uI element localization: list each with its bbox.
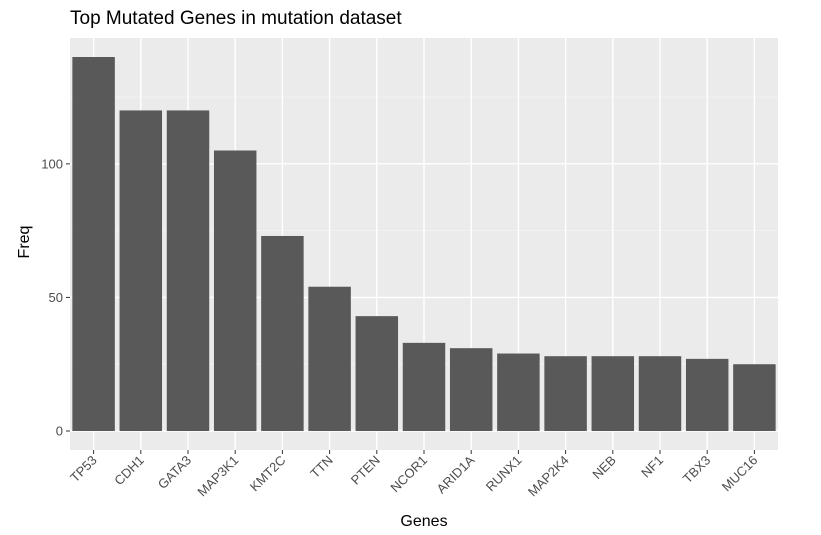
bars <box>72 57 776 431</box>
bar-cdh1 <box>119 110 163 431</box>
bar-nf1 <box>638 356 682 431</box>
x-axis-title: Genes <box>400 513 447 530</box>
x-tick-label: NCOR1 <box>387 453 430 496</box>
y-tick-label: 100 <box>41 156 63 171</box>
x-tick-label: PTEN <box>348 453 383 488</box>
x-tick-label: NEB <box>589 453 619 483</box>
x-axis: TP53 CDH1 GATA3 MAP3K1 KMT2C TTN PTEN NCOR1 ARID… <box>67 450 761 500</box>
x-tick-label: RUNX1 <box>483 453 525 495</box>
bar-kmt2c <box>261 235 304 431</box>
x-tick-label: TBX3 <box>680 453 714 487</box>
y-axis: 0 50 100 <box>41 156 70 439</box>
x-tick-label: MAP3K1 <box>194 453 241 500</box>
bar-muc16 <box>733 364 776 431</box>
bar-tbx3 <box>685 358 729 431</box>
x-tick-label: TTN <box>307 453 335 481</box>
x-tick-label: CDH1 <box>111 453 147 489</box>
x-tick-label: MAP2K4 <box>525 453 572 500</box>
x-tick-label: NF1 <box>638 453 666 481</box>
bar-pten <box>355 316 399 431</box>
y-tick-label: 50 <box>49 290 63 305</box>
x-tick-label: ARID1A <box>434 452 478 496</box>
x-tick-label: MUC16 <box>719 453 761 495</box>
bar-map3k1 <box>213 150 257 431</box>
x-tick-label: GATA3 <box>155 453 194 492</box>
y-tick-label: 0 <box>56 424 63 439</box>
bar-arid1a <box>449 348 493 431</box>
bar-map2k4 <box>544 356 587 431</box>
bar-tp53 <box>72 57 115 431</box>
x-tick-label: TP53 <box>67 453 100 486</box>
bar-gata3 <box>166 110 210 431</box>
bar-ttn <box>308 286 351 431</box>
y-axis-title: Freq <box>16 226 33 259</box>
bar-ncor1 <box>402 342 446 431</box>
bar-runx1 <box>497 353 540 431</box>
chart-title: Top Mutated Genes in mutation dataset <box>70 8 402 29</box>
x-tick-label: KMT2C <box>247 453 289 495</box>
bar-neb <box>591 356 635 431</box>
